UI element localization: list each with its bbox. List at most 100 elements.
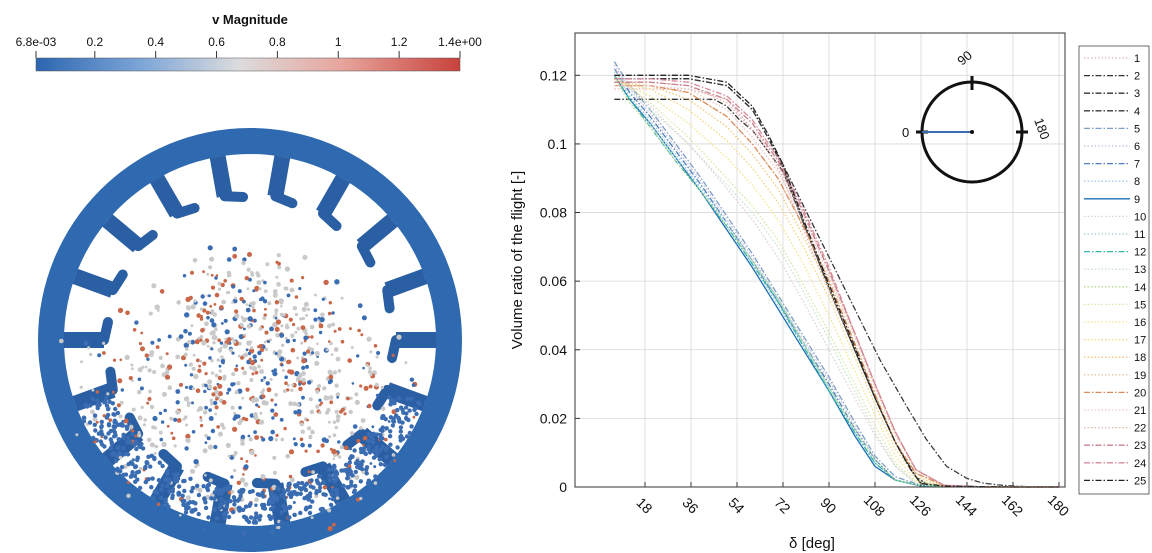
particle: [280, 324, 284, 328]
particle: [274, 326, 280, 332]
particle: [204, 372, 208, 376]
inset-label-90: 90: [954, 48, 975, 69]
series-line-17: [614, 81, 1059, 488]
particle: [248, 437, 253, 442]
particle: [218, 502, 224, 507]
series-line-16: [614, 78, 1059, 488]
particle: [220, 346, 223, 350]
particle: [400, 420, 405, 425]
particle: [355, 497, 361, 502]
particle: [222, 374, 227, 379]
particle: [200, 328, 205, 333]
particle: [198, 364, 202, 368]
particle: [369, 350, 373, 354]
legend-label: 17: [1134, 335, 1146, 347]
particle: [299, 317, 303, 321]
particle: [105, 406, 111, 412]
particle: [217, 338, 221, 343]
particle: [182, 274, 187, 278]
particle: [253, 515, 258, 520]
particle: [279, 300, 284, 305]
particle: [413, 406, 418, 411]
particle: [262, 379, 266, 382]
particle: [147, 368, 152, 373]
particle: [264, 307, 267, 311]
particle: [249, 377, 254, 383]
particle: [249, 449, 255, 456]
particle: [268, 496, 274, 501]
particle: [306, 349, 311, 354]
particle: [102, 341, 106, 345]
particle: [164, 374, 171, 380]
particle: [301, 365, 306, 370]
particle: [274, 392, 278, 397]
particle: [292, 512, 297, 518]
particle: [251, 372, 255, 376]
particle: [379, 427, 384, 433]
legend: 1234567891011121314151617181920212223242…: [1078, 45, 1150, 495]
particle: [202, 270, 205, 274]
particle: [196, 492, 202, 498]
particle: [125, 310, 130, 316]
particle: [240, 315, 244, 319]
particle: [136, 469, 142, 474]
particle: [289, 369, 295, 375]
particle: [274, 300, 280, 305]
particle: [171, 436, 176, 441]
particle: [328, 395, 334, 400]
particle: [272, 470, 277, 475]
particle: [87, 420, 93, 425]
series-line-4: [614, 78, 1059, 488]
particle: [245, 348, 249, 352]
particle: [222, 426, 226, 430]
particle: [130, 472, 135, 477]
particle: [203, 505, 209, 511]
particle: [81, 419, 87, 424]
particle: [212, 507, 217, 513]
particle: [396, 416, 402, 422]
colorbar-tick-label: 1: [335, 35, 342, 49]
particle: [122, 452, 127, 457]
particle: [59, 338, 64, 344]
particle: [148, 464, 153, 469]
particle: [219, 341, 224, 345]
particle: [158, 411, 163, 415]
particle: [238, 493, 243, 499]
particle: [252, 289, 256, 293]
particle: [359, 426, 363, 430]
particle: [233, 411, 237, 415]
particle: [260, 358, 264, 362]
particle: [183, 415, 188, 420]
particle: [285, 339, 291, 344]
legend-label: 10: [1134, 211, 1146, 223]
particle: [111, 424, 116, 429]
series-line-10: [613, 67, 1059, 488]
particle: [300, 341, 304, 345]
particle: [412, 415, 416, 419]
particle: [388, 402, 393, 407]
particle: [179, 514, 182, 517]
particle: [148, 311, 153, 316]
particle: [346, 485, 351, 490]
particle: [218, 364, 222, 368]
particle: [267, 301, 272, 306]
particle: [246, 323, 252, 329]
series-line-6: [613, 64, 1059, 488]
particle: [95, 398, 100, 403]
particle: [314, 360, 320, 366]
particle: [279, 493, 284, 498]
particle: [272, 497, 277, 502]
particle: [233, 468, 237, 473]
particle: [237, 489, 242, 494]
particle: [268, 516, 273, 522]
particle: [240, 457, 244, 461]
particle: [276, 526, 279, 529]
particle: [228, 526, 232, 530]
particle: [237, 289, 242, 294]
particle: [313, 293, 317, 297]
legend-label: 19: [1134, 370, 1146, 382]
particle: [130, 363, 134, 367]
particle: [202, 496, 207, 501]
particle: [329, 400, 334, 405]
particle: [187, 401, 191, 405]
